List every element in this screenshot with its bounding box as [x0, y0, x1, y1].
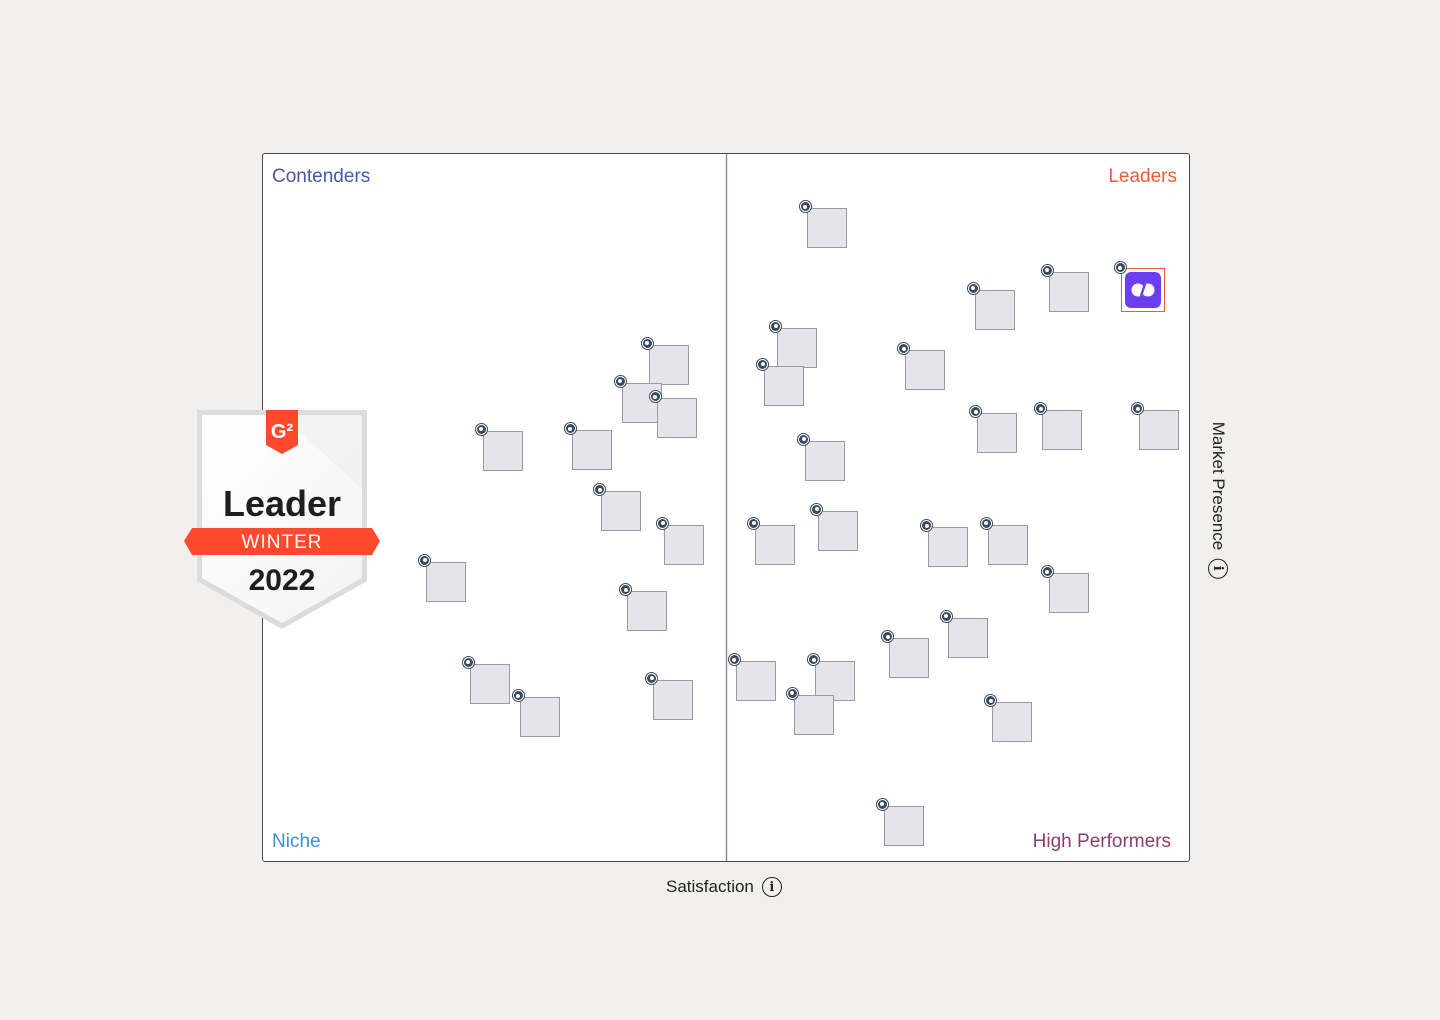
product-marker-icon[interactable]: [649, 391, 661, 403]
product-marker-icon[interactable]: [475, 423, 487, 435]
product-point[interactable]: [889, 638, 930, 679]
product-marker-icon[interactable]: [980, 517, 992, 529]
badge-title: Leader: [222, 483, 342, 524]
satisfaction-info-icon[interactable]: i: [761, 877, 782, 897]
quadrant-label-contenders: Contenders: [272, 166, 371, 187]
product-point[interactable]: [992, 702, 1033, 743]
product-marker-icon[interactable]: [1114, 262, 1126, 274]
product-marker-icon[interactable]: [786, 687, 798, 699]
product-marker-icon[interactable]: [564, 423, 576, 435]
y-axis-title: Market Presence i: [1208, 422, 1228, 579]
product-marker-icon[interactable]: [882, 631, 894, 643]
product-marker-icon[interactable]: [1035, 403, 1047, 415]
quadrant-label-leaders: Leaders: [1108, 166, 1177, 187]
grid-chart: Contenders Leaders Niche High Performers: [262, 153, 1190, 862]
quadrant-label-niche: Niche: [272, 831, 321, 852]
product-point[interactable]: [1139, 410, 1180, 451]
product-point[interactable]: [805, 440, 846, 481]
product-point[interactable]: [426, 561, 467, 602]
product-marker-icon[interactable]: [970, 406, 982, 418]
product-point[interactable]: [1048, 271, 1089, 312]
y-axis-label: Market Presence: [1209, 421, 1228, 551]
product-point[interactable]: [571, 430, 612, 471]
product-point[interactable]: [656, 398, 697, 439]
product-marker-icon[interactable]: [940, 610, 952, 622]
product-point[interactable]: [947, 617, 988, 658]
product-point[interactable]: [764, 365, 805, 406]
product-marker-icon[interactable]: [1132, 403, 1144, 415]
product-marker-icon[interactable]: [1041, 264, 1053, 276]
market-presence-info-icon[interactable]: i: [1208, 558, 1228, 579]
product-point[interactable]: [648, 344, 689, 385]
badge-season: WINTER: [241, 532, 323, 553]
product-marker-icon[interactable]: [799, 201, 811, 213]
product-point[interactable]: [469, 663, 510, 704]
badge-shield-shape: G²: [184, 410, 380, 629]
product-point[interactable]: [601, 491, 642, 532]
product-point[interactable]: [777, 327, 818, 368]
product-point[interactable]: [1042, 410, 1083, 451]
product-point[interactable]: [905, 350, 946, 391]
product-marker-icon[interactable]: [985, 695, 997, 707]
product-marker-icon[interactable]: [798, 433, 810, 445]
product-point[interactable]: [977, 413, 1018, 454]
product-marker-icon[interactable]: [876, 798, 888, 810]
product-point[interactable]: [987, 524, 1028, 565]
product-marker-icon[interactable]: [657, 517, 669, 529]
product-point[interactable]: [519, 697, 560, 738]
product-marker-icon[interactable]: [898, 343, 910, 355]
product-point[interactable]: [664, 524, 705, 565]
product-point[interactable]: [806, 208, 847, 249]
product-point[interactable]: [883, 805, 924, 846]
product-marker-icon[interactable]: [728, 654, 740, 666]
product-marker-icon[interactable]: [646, 672, 658, 684]
quadrant-label-high-performers: High Performers: [1032, 831, 1171, 852]
featured-product-point[interactable]: [1120, 268, 1165, 313]
product-marker-icon[interactable]: [757, 358, 769, 370]
product-point[interactable]: [482, 430, 523, 471]
product-marker-icon[interactable]: [620, 584, 632, 596]
product-marker-icon[interactable]: [419, 554, 431, 566]
product-marker-icon[interactable]: [594, 484, 606, 496]
product-marker-icon[interactable]: [967, 282, 979, 294]
product-point[interactable]: [793, 694, 834, 735]
g2-logo-icon: G²: [271, 421, 294, 443]
product-marker-icon[interactable]: [748, 517, 760, 529]
product-marker-icon[interactable]: [641, 337, 653, 349]
vertical-grid-lines: [356, 154, 1097, 861]
x-axis-title: Satisfaction i: [666, 877, 782, 897]
product-point[interactable]: [621, 382, 662, 423]
product-point[interactable]: [735, 661, 776, 702]
grid-lines: [263, 154, 1189, 861]
product-point[interactable]: [974, 289, 1015, 330]
product-point[interactable]: [653, 679, 694, 720]
featured-product-logo-icon: [1124, 272, 1161, 309]
product-marker-icon[interactable]: [512, 690, 524, 702]
product-marker-icon[interactable]: [614, 375, 626, 387]
product-marker-icon[interactable]: [1041, 566, 1053, 578]
product-marker-icon[interactable]: [770, 320, 782, 332]
badge-year: 2022: [248, 564, 316, 597]
product-point[interactable]: [818, 510, 859, 551]
x-axis-label: Satisfaction: [666, 877, 754, 896]
product-point[interactable]: [627, 591, 668, 632]
product-point[interactable]: [928, 527, 969, 568]
g2-leader-badge: G² Leader WINTER 2022: [184, 409, 380, 631]
product-marker-icon[interactable]: [808, 654, 820, 666]
product-point[interactable]: [755, 524, 796, 565]
product-point[interactable]: [1048, 573, 1089, 614]
product-marker-icon[interactable]: [811, 503, 823, 515]
product-marker-icon[interactable]: [921, 520, 933, 532]
product-marker-icon[interactable]: [462, 656, 474, 668]
